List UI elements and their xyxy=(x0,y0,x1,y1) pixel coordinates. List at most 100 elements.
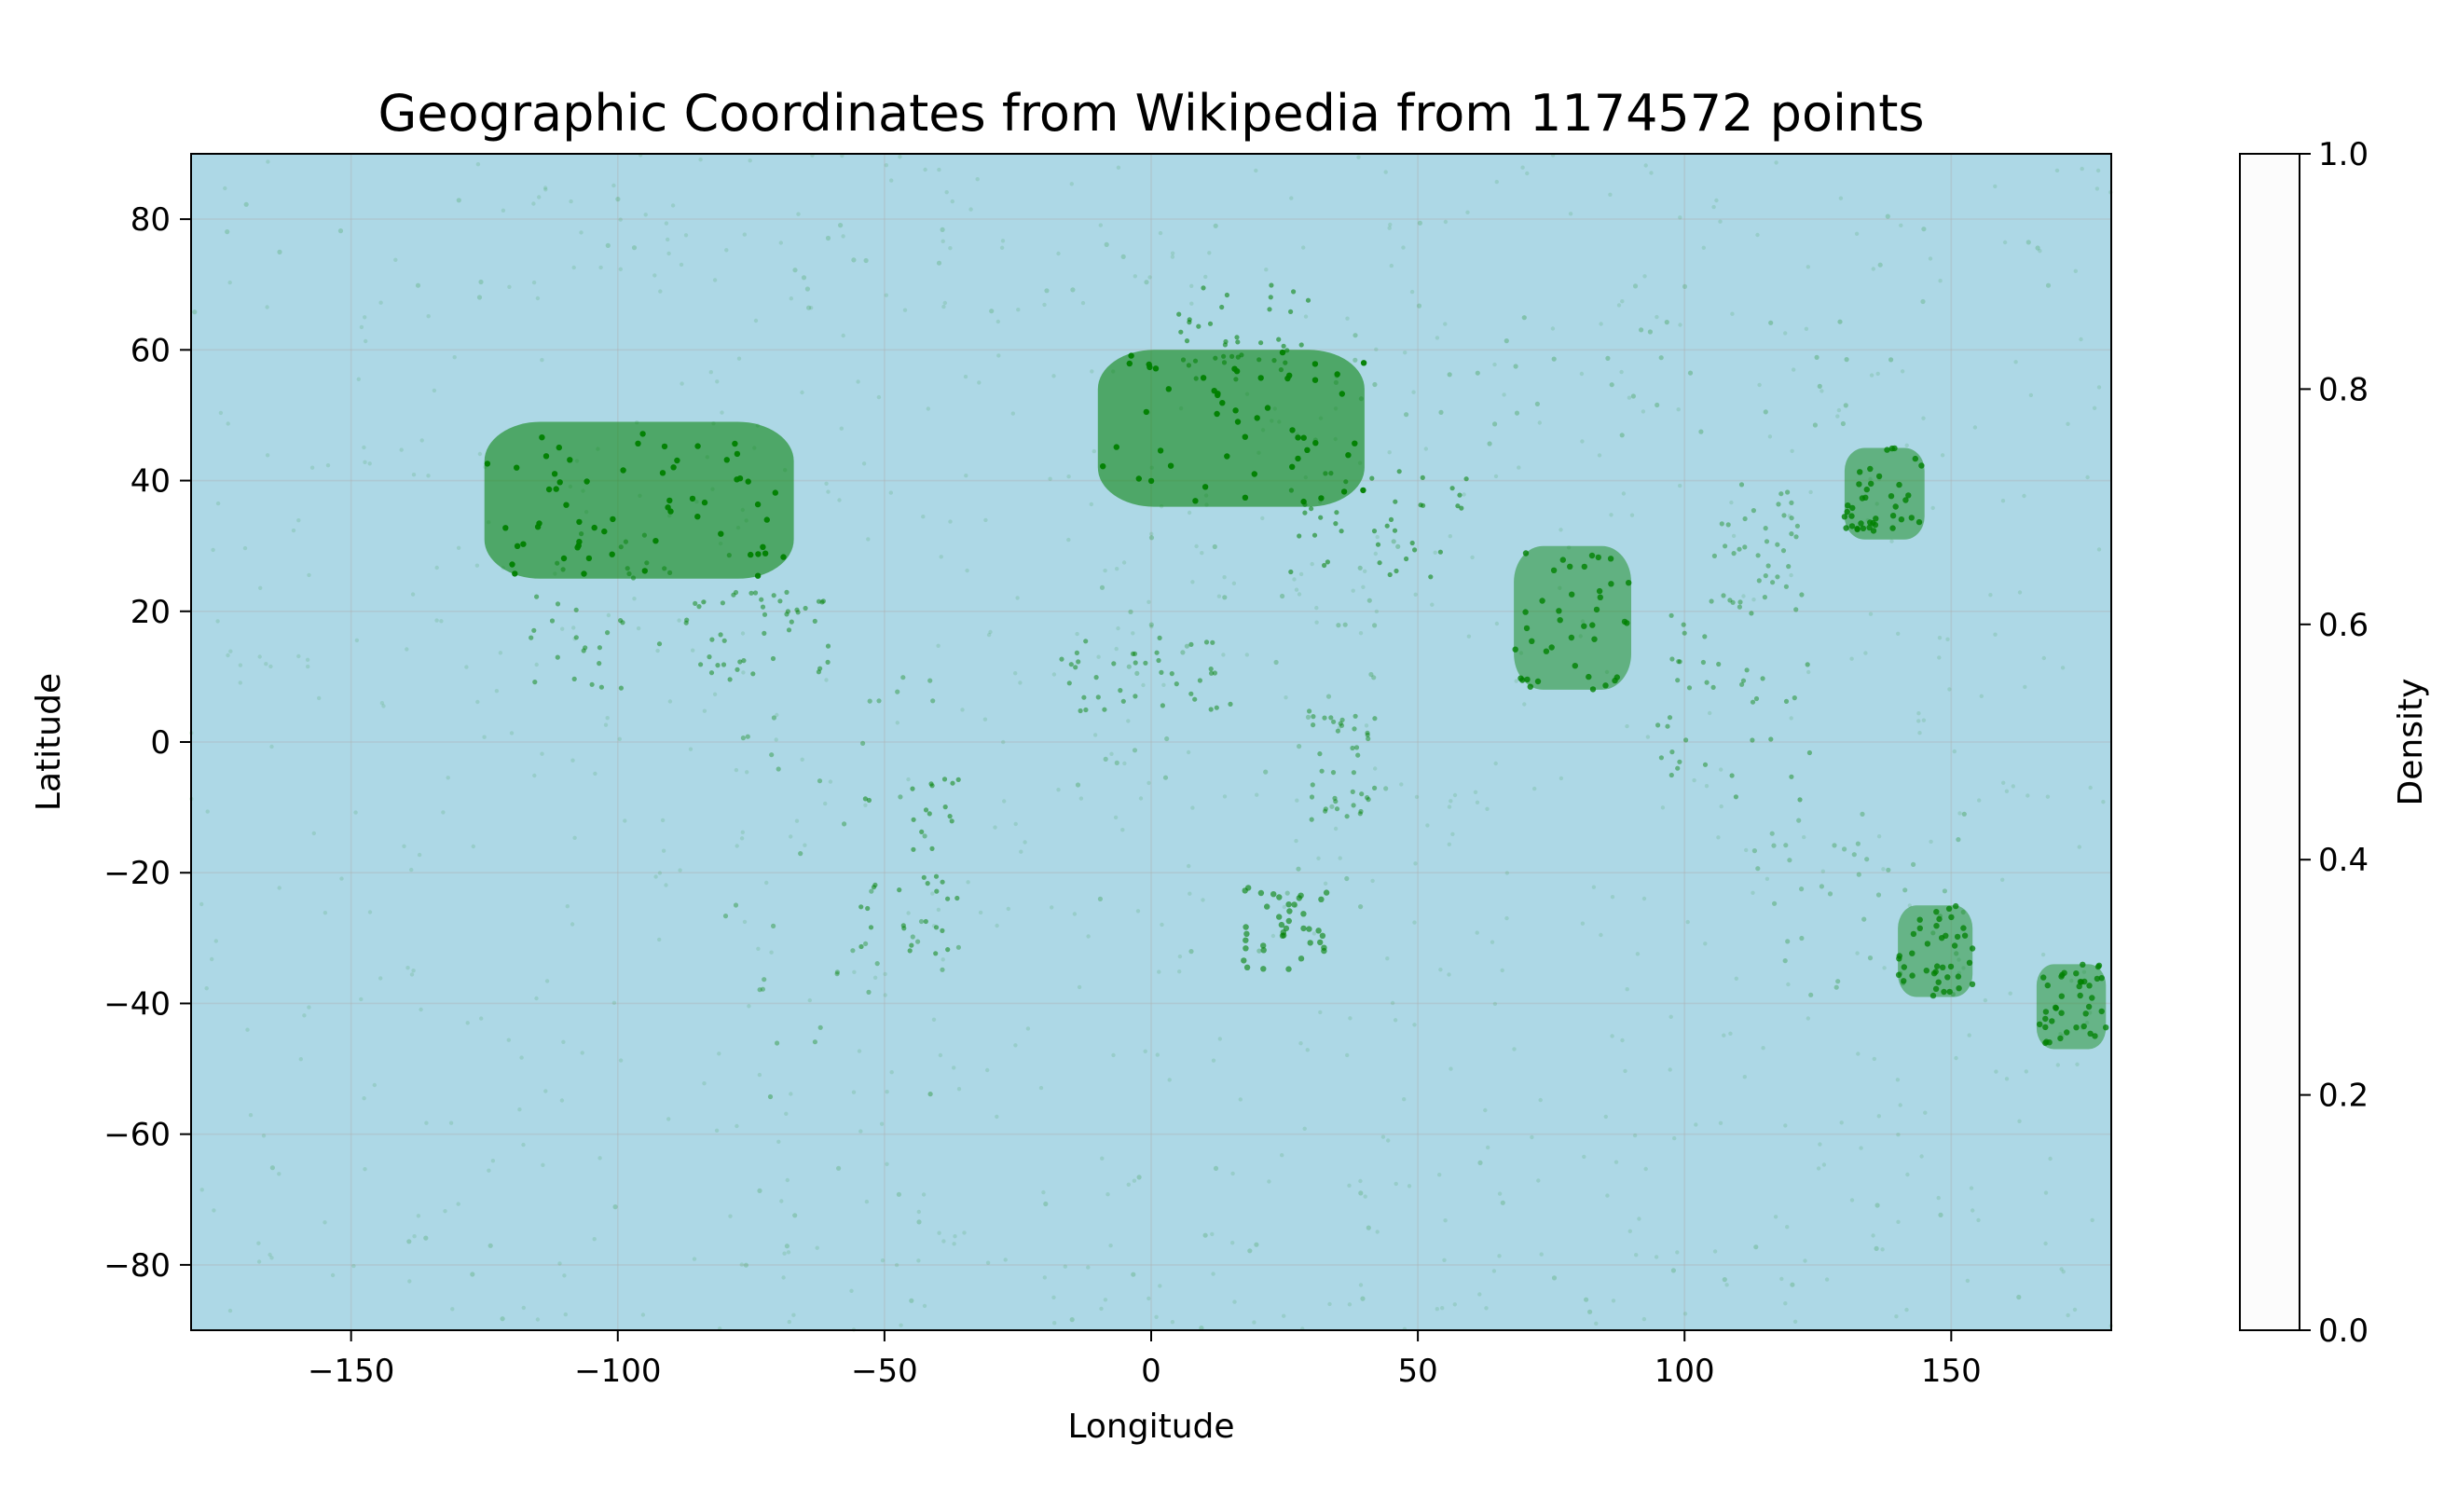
scatter-point xyxy=(1372,623,1378,628)
scatter-point xyxy=(1882,966,1887,970)
scatter-point xyxy=(1447,842,1452,846)
scatter-point xyxy=(2013,360,2018,364)
scatter-point xyxy=(745,478,751,485)
scatter-point xyxy=(898,155,902,159)
scatter-point xyxy=(1641,896,1647,901)
scatter-point xyxy=(1366,1225,1371,1230)
scatter-point xyxy=(1302,502,1308,507)
scatter-point xyxy=(771,715,777,721)
scatter-point xyxy=(936,907,941,913)
scatter-point xyxy=(1785,1225,1790,1230)
scatter-point xyxy=(549,618,556,624)
scatter-point xyxy=(1013,671,1018,676)
scatter-point xyxy=(2040,974,2047,981)
scatter-point xyxy=(1375,1230,1380,1234)
scatter-point xyxy=(1159,669,1164,676)
scatter-point xyxy=(573,607,579,612)
scatter-point xyxy=(1286,908,1293,914)
scatter-point xyxy=(1075,631,1079,637)
scatter-point xyxy=(1143,1049,1147,1054)
scatter-point xyxy=(1078,796,1084,801)
scatter-point xyxy=(640,1313,646,1317)
scatter-point xyxy=(2072,1307,2078,1313)
scatter-point xyxy=(1923,968,1929,974)
scatter-point xyxy=(1792,695,1797,701)
scatter-point xyxy=(1944,974,1951,981)
scatter-point xyxy=(1291,289,1297,295)
scatter-point xyxy=(1428,574,1434,580)
scatter-point xyxy=(940,227,945,232)
scatter-point xyxy=(514,543,521,549)
scatter-point xyxy=(337,228,344,234)
scatter-point xyxy=(471,844,475,849)
scatter-point xyxy=(258,585,263,590)
scatter-point xyxy=(1309,794,1315,800)
scatter-point xyxy=(561,1039,566,1045)
scatter-point xyxy=(1895,1078,1901,1082)
scatter-point xyxy=(906,911,911,915)
scatter-point xyxy=(2069,978,2074,983)
scatter-point xyxy=(2080,961,2086,969)
scatter-point xyxy=(872,882,878,888)
scatter-point xyxy=(1868,476,1873,482)
scatter-point xyxy=(1298,1041,1303,1046)
scatter-point xyxy=(737,659,743,665)
scatter-point xyxy=(936,260,942,266)
scatter-point xyxy=(771,923,776,929)
scatter-point xyxy=(1966,959,1973,967)
scatter-point xyxy=(1081,694,1087,700)
scatter-point xyxy=(1595,554,1602,561)
scatter-point xyxy=(479,1016,484,1021)
scatter-point xyxy=(1113,444,1120,450)
scatter-point xyxy=(1108,1244,1113,1248)
scatter-point xyxy=(1539,1252,1544,1257)
scatter-point xyxy=(269,1256,274,1260)
scatter-point xyxy=(1911,861,1916,868)
scatter-point xyxy=(542,453,550,460)
scatter-point xyxy=(1295,798,1299,803)
scatter-point xyxy=(1228,701,1233,708)
scatter-point xyxy=(1979,694,1984,698)
scatter-point xyxy=(931,1017,937,1023)
scatter-point xyxy=(1792,367,1796,372)
scatter-point xyxy=(1612,677,1618,684)
scatter-point xyxy=(789,296,793,301)
scatter-point xyxy=(618,685,625,691)
scatter-point xyxy=(1407,1184,1412,1189)
scatter-point xyxy=(1875,473,1883,480)
scatter-point xyxy=(1310,561,1314,567)
scatter-point xyxy=(995,1114,999,1120)
scatter-point xyxy=(1812,422,1818,428)
scatter-point xyxy=(909,1298,914,1303)
scatter-point xyxy=(1243,924,1249,930)
scatter-point xyxy=(1543,648,1550,654)
scatter-point xyxy=(1297,533,1302,539)
scatter-point xyxy=(1734,976,1739,982)
scatter-point xyxy=(1896,1133,1901,1137)
scatter-point xyxy=(2042,1024,2049,1031)
scatter-point xyxy=(1863,486,1871,493)
scatter-point xyxy=(2054,168,2060,173)
scatter-point xyxy=(1203,639,1210,645)
scatter-point xyxy=(785,1177,790,1183)
scatter-point xyxy=(1244,653,1250,657)
scatter-point xyxy=(1348,1016,1353,1021)
scatter-point xyxy=(1188,641,1194,648)
scatter-point xyxy=(1303,314,1309,319)
scatter-point xyxy=(443,1209,447,1214)
scatter-point xyxy=(1294,838,1298,844)
scatter-point xyxy=(1184,338,1190,344)
scatter-point xyxy=(1957,957,1961,962)
scatter-point xyxy=(1755,553,1761,558)
scatter-point xyxy=(733,902,739,908)
scatter-point xyxy=(1366,797,1371,803)
scatter-point xyxy=(1358,1178,1363,1184)
scatter-point xyxy=(625,566,630,571)
scatter-point xyxy=(323,1220,327,1225)
scatter-point xyxy=(1301,245,1306,250)
scatter-point xyxy=(618,267,623,271)
scatter-point xyxy=(1475,370,1480,376)
scatter-point xyxy=(1605,1193,1610,1198)
scatter-point xyxy=(1143,660,1148,666)
scatter-point xyxy=(1517,465,1521,470)
